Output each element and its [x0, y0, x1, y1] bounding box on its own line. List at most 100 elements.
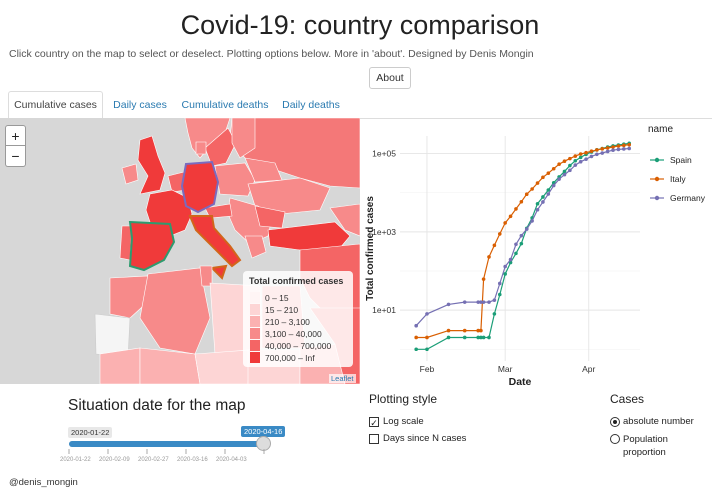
data-point [519, 199, 524, 204]
y-tick-label: 1e+01 [372, 305, 396, 315]
data-point [578, 159, 583, 164]
data-point [605, 146, 610, 150]
country-algeria[interactable] [139, 267, 211, 355]
tab-daily-cases[interactable]: Daily cases [113, 98, 167, 111]
tab-cumulative-cases[interactable]: Cumulative cases [8, 91, 103, 119]
about-button[interactable]: About [369, 67, 411, 89]
data-point [446, 302, 451, 307]
data-point [562, 169, 567, 174]
data-point [514, 207, 518, 211]
data-point [562, 172, 567, 177]
absolute-number-option[interactable]: absolute number [610, 416, 694, 427]
days-since-checkbox[interactable] [369, 433, 379, 444]
data-point [530, 219, 534, 223]
zoom-out-button[interactable]: − [5, 146, 26, 167]
country-greece[interactable] [244, 235, 267, 259]
legend-item: 15 – 210 [250, 304, 298, 315]
country-romania[interactable] [254, 205, 286, 229]
legend-swatch [250, 304, 260, 315]
legend-item: 3,100 – 40,000 [250, 328, 322, 339]
zoom-in-button[interactable]: + [5, 125, 26, 146]
data-point [476, 335, 481, 340]
data-point [479, 328, 483, 333]
log-scale-checkbox[interactable]: ✓ [369, 416, 379, 428]
country-niger[interactable] [194, 349, 251, 384]
country-spain[interactable] [128, 220, 176, 272]
country-mauritania[interactable] [99, 347, 141, 384]
legend-label: 40,000 – 700,000 [265, 340, 332, 351]
chart-svg: 1e+01 1e+03 1e+05 Feb Mar Apr Date Total confir… [365, 124, 706, 388]
legend-title: name [648, 124, 673, 135]
data-point [611, 145, 615, 149]
days-since-label: Days since N cases [383, 433, 467, 444]
data-point [446, 335, 451, 340]
log-scale-option[interactable]: ✓ Log scale [369, 416, 424, 428]
tab-bar: Cumulative cases Daily cases Cumulative … [8, 91, 712, 119]
data-point [541, 195, 545, 199]
data-point [503, 264, 507, 269]
data-point [462, 300, 467, 304]
data-point [600, 151, 605, 155]
country-morocco[interactable] [109, 275, 153, 319]
country-ireland[interactable] [121, 163, 139, 185]
days-since-option[interactable]: Days since N cases [369, 433, 466, 444]
choropleth-map[interactable]: + − Total confirmed cases 0 – 15 15 – 21… [0, 118, 360, 384]
data-point [476, 328, 481, 333]
y-axis-title: Total confirmed cases [365, 196, 376, 301]
data-point [462, 335, 467, 340]
tab-daily-deaths[interactable]: Daily deaths [282, 98, 340, 111]
tab-cumulative-deaths[interactable]: Cumulative deaths [181, 98, 269, 111]
data-point [497, 281, 502, 286]
country-caucasus[interactable] [329, 203, 360, 237]
data-point [425, 347, 429, 352]
data-point [425, 312, 429, 316]
data-point [622, 143, 626, 148]
data-point [481, 300, 486, 304]
leaflet-attribution-link[interactable]: Leaflet [329, 374, 356, 383]
data-point [462, 328, 467, 333]
x-axis-title: Date [509, 376, 532, 388]
data-point [492, 298, 497, 302]
country-uk[interactable] [137, 135, 166, 195]
data-point [546, 171, 551, 176]
legend-item: 40,000 – 700,000 [250, 340, 331, 351]
country-finland[interactable] [231, 118, 256, 159]
data-point [514, 251, 518, 256]
country-germany[interactable] [180, 160, 220, 214]
legend-label: 15 – 210 [265, 304, 299, 315]
map-legend: Total confirmed cases 0 – 15 15 – 210 21… [243, 271, 353, 367]
data-point [557, 177, 561, 181]
data-point [487, 300, 491, 304]
data-point [573, 163, 578, 167]
data-point [476, 300, 481, 304]
population-proportion-option[interactable]: Population proportion [610, 433, 668, 459]
cases-title: Cases [610, 392, 645, 406]
data-point [541, 200, 545, 204]
country-italy[interactable] [188, 215, 242, 280]
legend-key-point [654, 157, 660, 163]
data-point [425, 335, 429, 340]
data-point [541, 175, 545, 180]
absolute-number-radio[interactable] [610, 416, 620, 427]
legend-swatch [250, 328, 260, 339]
data-point [562, 159, 567, 164]
data-point [446, 328, 451, 333]
data-point [568, 156, 572, 161]
series-line-italy [416, 144, 630, 339]
population-proportion-radio[interactable] [610, 434, 620, 444]
data-point [524, 227, 529, 231]
legend-label: 210 – 3,100 [265, 316, 310, 327]
slider-fill [69, 441, 264, 447]
slider-tick-label: 2020-01-22 [60, 457, 91, 463]
country-denmark[interactable] [195, 141, 207, 155]
population-label-line1: Population [623, 434, 668, 445]
country-mali[interactable] [139, 347, 201, 384]
legend-label: Germany [670, 193, 706, 203]
data-point [605, 149, 610, 154]
legend-label: 0 – 15 [265, 292, 289, 303]
legend-label: 700,000 – Inf [265, 352, 315, 363]
data-point [535, 181, 540, 185]
country-austria[interactable] [204, 203, 233, 219]
slider-tick-label: 2020-02-27 [138, 457, 169, 463]
x-tick-label: Apr [582, 364, 595, 374]
